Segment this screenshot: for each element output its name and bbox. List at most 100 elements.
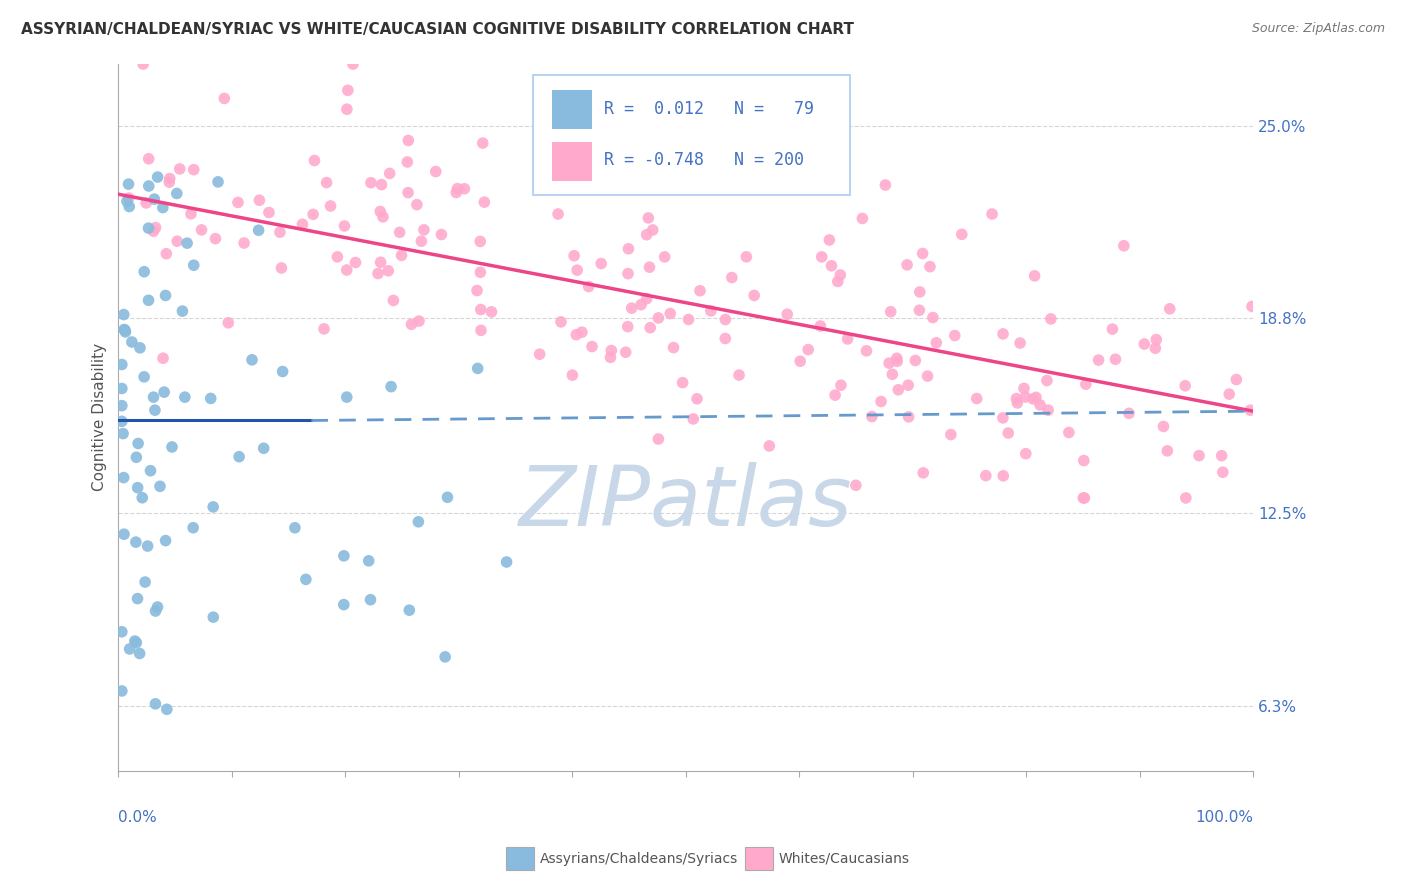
Point	[367, 267, 389, 281]
Point	[127, 481, 149, 495]
Bar	[553, 142, 592, 181]
Point	[319, 199, 342, 213]
Point	[169, 161, 191, 176]
Point	[152, 351, 174, 366]
Point	[1101, 322, 1123, 336]
Point	[155, 533, 177, 548]
Point	[620, 301, 643, 315]
Point	[686, 392, 709, 406]
Point	[112, 308, 135, 322]
Point	[887, 383, 910, 397]
Point	[138, 179, 160, 194]
Point	[810, 250, 832, 264]
Point	[820, 259, 842, 273]
Point	[315, 176, 337, 190]
Point	[550, 315, 572, 329]
Point	[114, 325, 136, 339]
Point	[183, 258, 205, 272]
Point	[918, 260, 941, 274]
Point	[149, 479, 172, 493]
Point	[396, 155, 419, 169]
Text: 100.0%: 100.0%	[1195, 810, 1253, 824]
Point	[1144, 333, 1167, 347]
Point	[818, 233, 841, 247]
Point	[114, 323, 136, 337]
Point	[240, 352, 263, 367]
Point	[917, 369, 939, 384]
Point	[1071, 491, 1094, 505]
Point	[911, 246, 934, 260]
Point	[758, 439, 780, 453]
Point	[471, 136, 494, 150]
Point	[398, 603, 420, 617]
Point	[797, 343, 820, 357]
Point	[1188, 449, 1211, 463]
Text: ASSYRIAN/CHALDEAN/SYRIAC VS WHITE/CAUCASIAN COGNITIVE DISABILITY CORRELATION CHA: ASSYRIAN/CHALDEAN/SYRIAC VS WHITE/CAUCAS…	[21, 22, 853, 37]
Point	[136, 539, 159, 553]
Point	[565, 327, 588, 342]
Point	[993, 468, 1015, 483]
Text: Source: ZipAtlas.com: Source: ZipAtlas.com	[1251, 22, 1385, 36]
Point	[134, 369, 156, 384]
Point	[1144, 341, 1167, 355]
Point	[1239, 403, 1261, 417]
Point	[152, 201, 174, 215]
Point	[1156, 443, 1178, 458]
Point	[370, 255, 392, 269]
Point	[600, 343, 623, 358]
Point	[143, 192, 166, 206]
Point	[406, 197, 429, 211]
Point	[142, 224, 165, 238]
Point	[336, 390, 359, 404]
Point	[204, 232, 226, 246]
Point	[1024, 268, 1046, 283]
Point	[112, 527, 135, 541]
Point	[118, 200, 141, 214]
Point	[190, 223, 212, 237]
Text: R =  0.012   N =   79: R = 0.012 N = 79	[605, 100, 814, 118]
Point	[333, 598, 356, 612]
Point	[870, 394, 893, 409]
Point	[882, 368, 904, 382]
Point	[247, 193, 270, 207]
Point	[226, 195, 249, 210]
Point	[217, 316, 239, 330]
Point	[295, 573, 318, 587]
Point	[128, 647, 150, 661]
Point	[1039, 312, 1062, 326]
Point	[131, 491, 153, 505]
Point	[1073, 491, 1095, 505]
Point	[671, 376, 693, 390]
Point	[879, 304, 901, 318]
Point	[145, 697, 167, 711]
Point	[943, 328, 966, 343]
Point	[1074, 377, 1097, 392]
Point	[1057, 425, 1080, 440]
Point	[371, 210, 394, 224]
Point	[689, 284, 711, 298]
Point	[789, 354, 811, 368]
Point	[735, 250, 758, 264]
Point	[253, 442, 276, 456]
Point	[908, 285, 931, 299]
Point	[845, 478, 868, 492]
Point	[571, 325, 593, 339]
Point	[529, 347, 551, 361]
Point	[344, 255, 367, 269]
Point	[1015, 447, 1038, 461]
Point	[896, 258, 918, 272]
Point	[342, 57, 364, 71]
Point	[1014, 390, 1036, 404]
Point	[636, 227, 658, 242]
Text: 0.0%: 0.0%	[118, 810, 157, 824]
Point	[565, 263, 588, 277]
Point	[135, 196, 157, 211]
Point	[617, 267, 640, 281]
Point	[143, 403, 166, 417]
Point	[112, 426, 135, 441]
Point	[138, 221, 160, 235]
Point	[1022, 392, 1045, 406]
Point	[127, 591, 149, 606]
Point	[613, 153, 636, 167]
Point	[1225, 372, 1247, 386]
